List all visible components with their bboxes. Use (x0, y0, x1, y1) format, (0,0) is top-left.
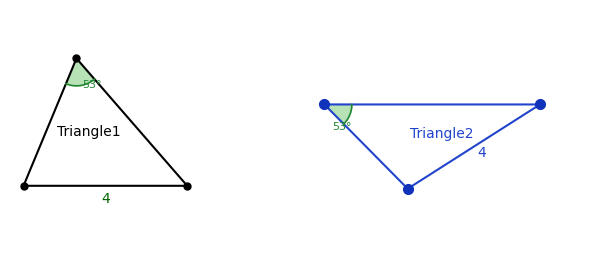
Text: 4: 4 (101, 192, 110, 205)
Text: Triangle1: Triangle1 (57, 125, 121, 139)
Text: 53°: 53° (83, 80, 102, 90)
Polygon shape (66, 58, 94, 86)
Polygon shape (324, 104, 352, 124)
Text: 4: 4 (477, 147, 486, 161)
Text: 53°: 53° (332, 122, 352, 132)
Text: Triangle2: Triangle2 (410, 127, 474, 141)
